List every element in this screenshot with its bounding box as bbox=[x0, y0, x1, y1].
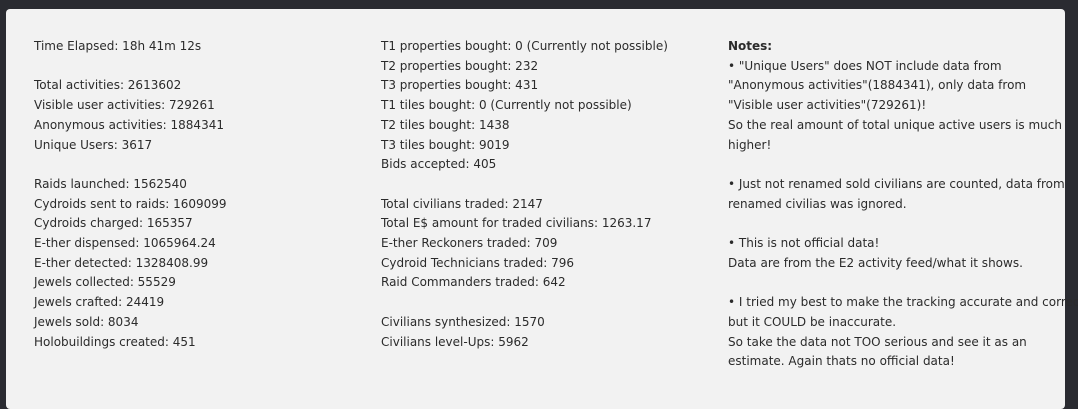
trade-stats-column: T1 properties bought: 0 (Currently not p… bbox=[381, 37, 711, 352]
total-activities: Total activities: 2613602 bbox=[34, 78, 182, 93]
note-line: "Visible user activities"(729261)! bbox=[728, 98, 927, 113]
visible-user-activities: Visible user activities: 729261 bbox=[34, 98, 215, 113]
spacer bbox=[728, 273, 1048, 293]
ether-reckoners-traded: E-ther Reckoners traded: 709 bbox=[381, 236, 558, 251]
ether-dispensed: E-ther dispensed: 1065964.24 bbox=[34, 236, 216, 250]
spacer bbox=[728, 214, 1048, 234]
time-elapsed: Time Elapsed: 18h 41m 12s bbox=[34, 39, 202, 53]
total-es-amount: Total E$ amount for traded civilians: 12… bbox=[381, 216, 652, 231]
note-line: Data are from the E2 activity feed/what … bbox=[728, 255, 1023, 270]
total-civilians-traded: Total civilians traded: 2147 bbox=[381, 196, 543, 211]
notes-heading: Notes: bbox=[728, 39, 773, 53]
raids-launched: Raids launched: 1562540 bbox=[34, 176, 187, 191]
t2-properties-bought: T2 properties bought: 232 bbox=[381, 58, 539, 73]
note-line: higher! bbox=[728, 137, 772, 152]
jewels-collected: Jewels collected: 55529 bbox=[34, 275, 176, 290]
note-line: • I tried my best to make the tracking a… bbox=[728, 295, 1078, 310]
general-stats-column: Time Elapsed: 18h 41m 12s Total activiti… bbox=[34, 37, 364, 352]
civilians-synthesized: Civilians synthesized: 1570 bbox=[381, 314, 545, 329]
spacer bbox=[728, 155, 1048, 175]
bids-accepted: Bids accepted: 405 bbox=[381, 157, 497, 172]
t3-tiles-bought: T3 tiles bought: 9019 bbox=[381, 137, 510, 152]
anonymous-activities: Anonymous activities: 1884341 bbox=[34, 117, 224, 132]
civilians-levelups: Civilians level-Ups: 5962 bbox=[381, 334, 529, 349]
raid-commanders-traded: Raid Commanders traded: 642 bbox=[381, 275, 566, 290]
t3-properties-bought: T3 properties bought: 431 bbox=[381, 78, 539, 93]
unique-users: Unique Users: 3617 bbox=[34, 137, 153, 152]
note-line: So take the data not TOO serious and see… bbox=[728, 334, 1027, 349]
cydroid-technicians-traded: Cydroid Technicians traded: 796 bbox=[381, 255, 575, 270]
jewels-sold: Jewels sold: 8034 bbox=[34, 314, 139, 329]
spacer bbox=[381, 293, 711, 313]
note-line: renamed civilias was ignored. bbox=[728, 196, 907, 211]
holobuildings-created: Holobuildings created: 451 bbox=[34, 334, 196, 349]
cydroids-sent: Cydroids sent to raids: 1609099 bbox=[34, 196, 227, 211]
note-line: • "Unique Users" does NOT include data f… bbox=[728, 58, 1002, 73]
note-line: • This is not official data! bbox=[728, 236, 880, 250]
note-line: "Anonymous activities"(1884341), only da… bbox=[728, 78, 1027, 93]
note-line: So the real amount of total unique activ… bbox=[728, 117, 1062, 132]
note-line: but it COULD be inaccurate. bbox=[728, 314, 897, 329]
t2-tiles-bought: T2 tiles bought: 1438 bbox=[381, 117, 510, 132]
note-line: • Just not renamed sold civilians are co… bbox=[728, 176, 1065, 191]
jewels-crafted: Jewels crafted: 24419 bbox=[34, 295, 165, 310]
cydroids-charged: Cydroids charged: 165357 bbox=[34, 216, 193, 231]
notes-column: Notes: • "Unique Users" does NOT include… bbox=[728, 37, 1078, 372]
spacer bbox=[381, 175, 711, 195]
spacer bbox=[34, 57, 364, 77]
t1-tiles-bought: T1 tiles bought: 0 (Currently not possib… bbox=[381, 98, 632, 113]
stats-card: Time Elapsed: 18h 41m 12s Total activiti… bbox=[6, 9, 1078, 409]
note-line: estimate. Again thats no official data! bbox=[728, 354, 955, 369]
ether-detected: E-ther detected: 1328408.99 bbox=[34, 255, 209, 270]
spacer bbox=[34, 155, 364, 175]
t1-properties-bought: T1 properties bought: 0 (Currently not p… bbox=[381, 39, 668, 53]
